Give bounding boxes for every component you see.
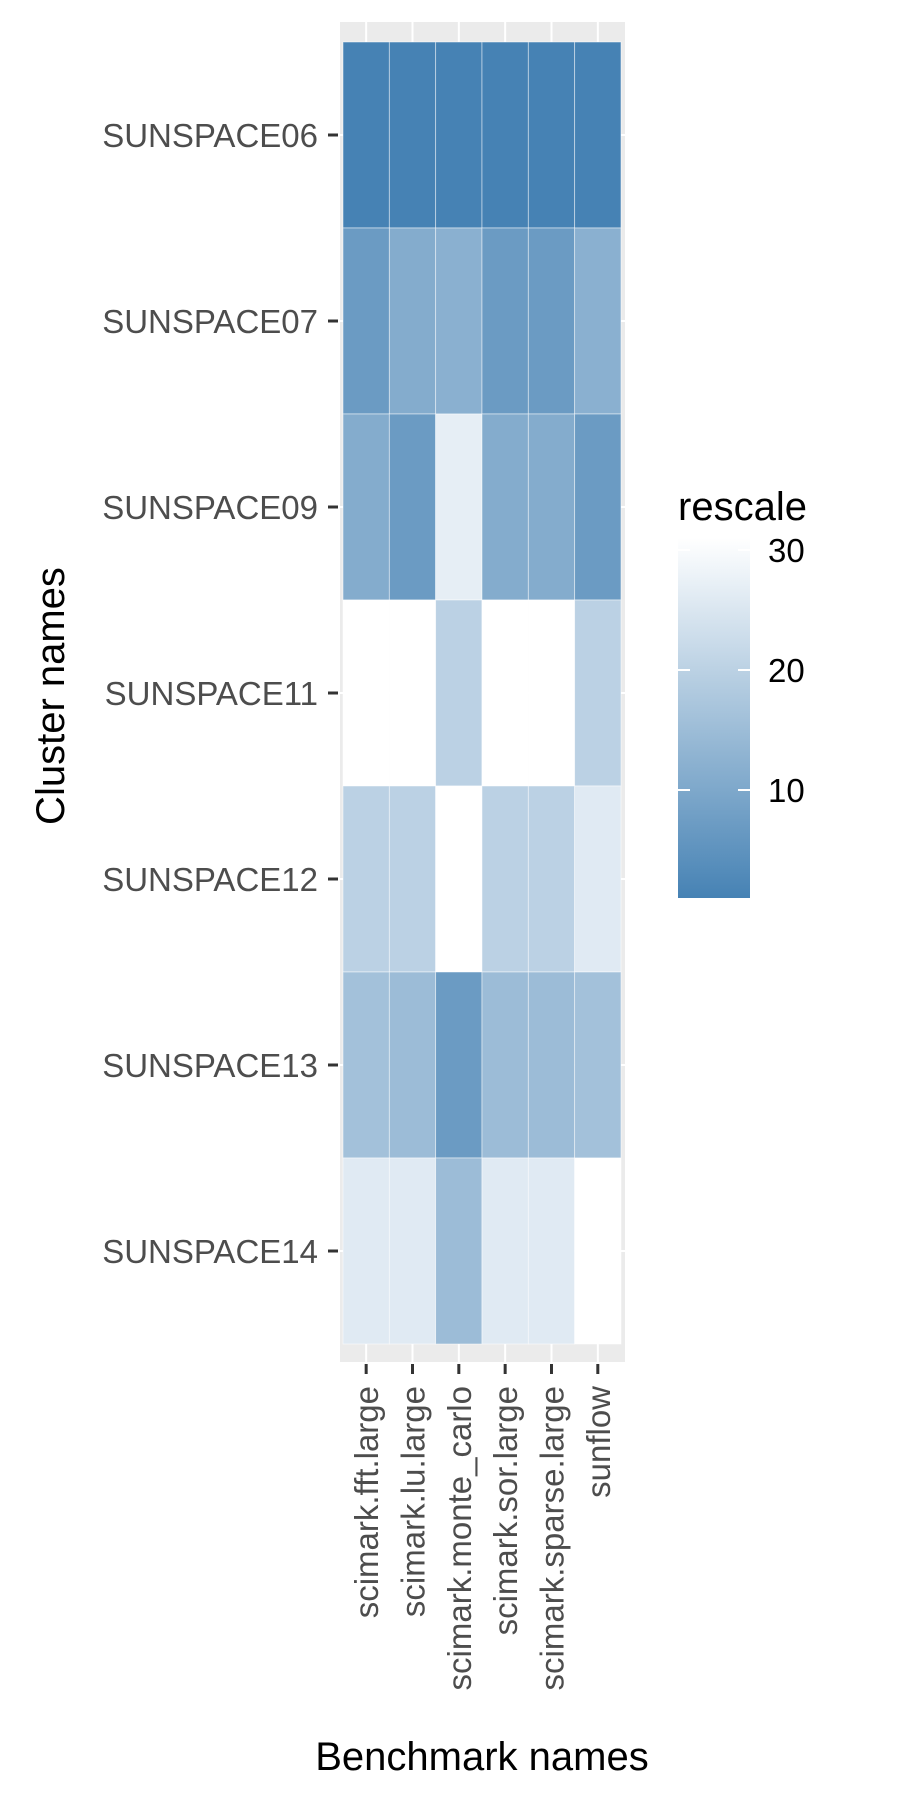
heatmap-cell	[388, 41, 437, 229]
heatmap-cell	[527, 599, 576, 787]
heatmap-cell	[435, 227, 483, 415]
heatmap-cell	[388, 413, 437, 601]
x-tick-label: scimark.monte_carlo	[441, 1386, 478, 1690]
x-tick-label: scimark.lu.large	[394, 1386, 431, 1617]
heatmap-cell	[388, 971, 437, 1159]
y-tick-label: SUNSPACE07	[102, 303, 318, 340]
heatmap-cell	[574, 785, 622, 973]
heatmap-cell	[342, 599, 390, 787]
heatmap-cell	[574, 41, 622, 229]
heatmap-cell	[481, 599, 529, 787]
heatmap-cell	[342, 227, 390, 415]
legend-title: rescale	[678, 485, 807, 529]
x-axis-title: Benchmark names	[315, 1735, 648, 1779]
heatmap-cell	[342, 971, 390, 1159]
y-tick-label: SUNSPACE14	[102, 1233, 318, 1270]
heatmap-cell	[388, 1157, 437, 1345]
heatmap-cell	[435, 1157, 483, 1345]
heatmap-cell	[388, 785, 437, 973]
legend-tick-label: 20	[768, 652, 805, 689]
y-axis-title: Cluster names	[29, 567, 73, 825]
heatmap-cell	[435, 41, 483, 229]
y-tick-label: SUNSPACE12	[102, 861, 318, 898]
heatmap-cell	[574, 227, 622, 415]
heatmap-cell	[527, 1157, 576, 1345]
x-tick-label: scimark.sor.large	[487, 1386, 524, 1635]
heatmap-cell	[342, 413, 390, 601]
legend-tick-label: 10	[768, 772, 805, 809]
heatmap-cell	[342, 41, 390, 229]
x-tick-label: scimark.fft.large	[348, 1386, 385, 1618]
heatmap-cells	[342, 41, 622, 1345]
y-tick-label: SUNSPACE13	[102, 1047, 318, 1084]
y-axis: SUNSPACE06 SUNSPACE07 SUNSPACE09 SUNSPACE11…	[102, 117, 338, 1270]
heatmap-cell	[527, 41, 576, 229]
y-tick-label: SUNSPACE09	[102, 489, 318, 526]
heatmap-cell	[481, 41, 529, 229]
y-tick-label: SUNSPACE11	[105, 675, 318, 712]
heatmap-cell	[435, 785, 483, 973]
heatmap-cell	[574, 413, 622, 601]
heatmap-cell	[527, 413, 576, 601]
x-axis: scimark.fft.large scimark.lu.large scimark…	[348, 1364, 617, 1690]
heatmap-cell	[481, 971, 529, 1159]
legend-tick-label: 30	[768, 532, 805, 569]
heatmap-cell	[435, 971, 483, 1159]
heatmap-cell	[527, 971, 576, 1159]
legend-colorbar	[678, 538, 750, 898]
y-tick-label: SUNSPACE06	[102, 117, 318, 154]
heatmap-cell	[481, 785, 529, 973]
heatmap-cell	[435, 413, 483, 601]
legend: rescale 10 20 30	[678, 485, 807, 898]
heatmap-cell	[342, 1157, 390, 1345]
heatmap-cell	[342, 785, 390, 973]
x-tick-label: scimark.sparse.large	[533, 1386, 570, 1690]
heatmap-cell	[527, 785, 576, 973]
heatmap-cell	[481, 227, 529, 415]
heatmap-cell	[481, 413, 529, 601]
heatmap-cell	[527, 227, 576, 415]
heatmap-cell	[388, 599, 437, 787]
heatmap-cell	[481, 1157, 529, 1345]
heatmap-cell	[574, 971, 622, 1159]
heatmap-cell	[435, 599, 483, 787]
heatmap-cell	[574, 599, 622, 787]
x-tick-label: sunflow	[580, 1386, 617, 1498]
heatmap-cell	[574, 1157, 622, 1345]
heatmap-cell	[388, 227, 437, 415]
